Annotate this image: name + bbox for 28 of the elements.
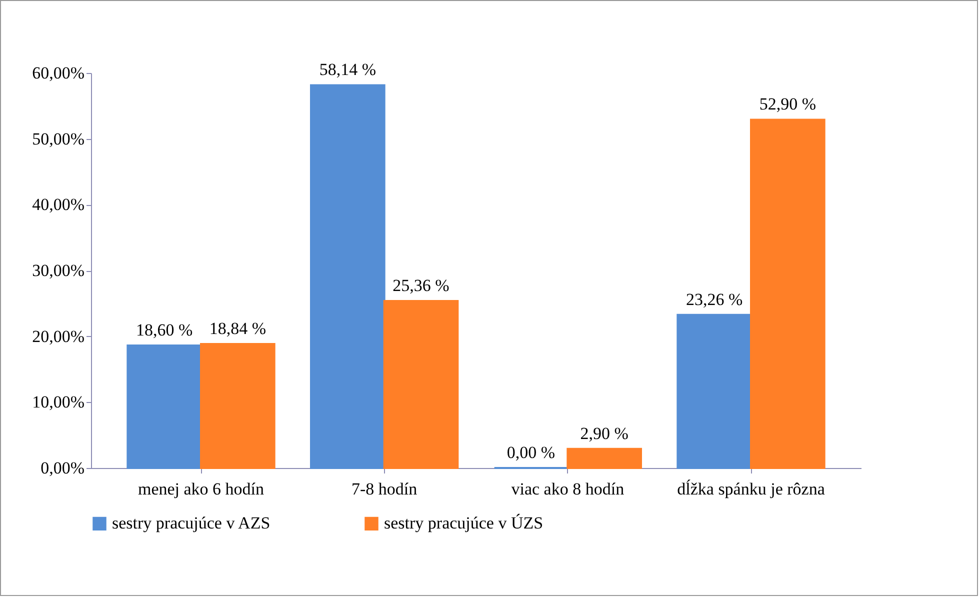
legend-label: sestry pracujúce v AZS [112, 514, 270, 533]
x-tick-label: viac ako 8 hodín [511, 480, 625, 498]
data-label: 52,90 % [759, 94, 816, 114]
y-tick-label: 60,00% [32, 64, 84, 82]
y-tick-label: 0,00% [40, 458, 84, 478]
bar [200, 342, 276, 469]
data-label: 2,90 % [580, 424, 628, 443]
bar [750, 118, 826, 469]
x-tick-label: dĺžka spánku je rôzna [677, 480, 826, 498]
y-tick-label: 20,00% [32, 326, 84, 346]
data-label: 23,26 % [686, 290, 743, 309]
data-label: 18,60 % [136, 320, 193, 340]
y-tick-label: 30,00% [32, 261, 84, 280]
y-tick-label: 40,00% [32, 195, 84, 214]
x-tick-label: 7-8 hodín [352, 480, 418, 498]
bar [126, 344, 202, 469]
y-tick-label: 10,00% [32, 392, 84, 412]
bar [310, 84, 386, 469]
x-tick-label: menej ako 6 hodín [138, 480, 265, 498]
bar [676, 314, 752, 469]
data-label: 25,36 % [392, 276, 450, 296]
bar [566, 448, 642, 469]
bar [383, 300, 459, 469]
data-label: 0,00 % [506, 443, 556, 462]
legend-label: sestry pracujúce v ÚZS [384, 514, 544, 533]
data-label: 18,84 % [209, 318, 266, 338]
y-tick-label: 50,00% [32, 129, 84, 148]
data-label: 58,14 % [319, 60, 376, 80]
